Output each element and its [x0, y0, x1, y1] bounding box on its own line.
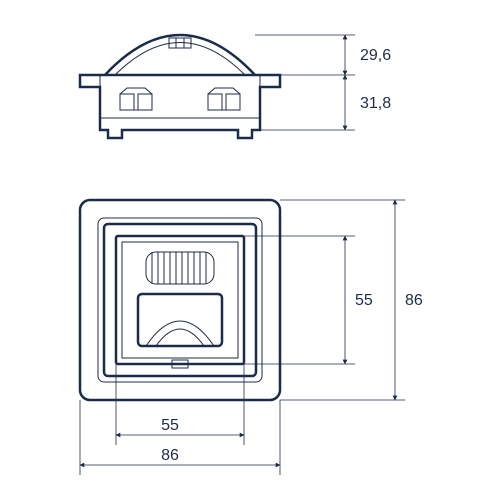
side-dim-leaders	[255, 35, 355, 130]
dim-top-lower: 31,8	[360, 95, 391, 112]
front-dim-bottom	[80, 364, 280, 475]
dim-front-inner-h: 55	[355, 292, 373, 309]
dim-top-upper: 29,6	[360, 47, 391, 64]
side-elevation	[80, 35, 280, 138]
dim-front-inner-w: 55	[161, 417, 179, 434]
front-dim-right	[244, 200, 405, 400]
dim-front-outer-h: 86	[405, 292, 423, 309]
technical-drawing: 29,6 31,8	[0, 0, 500, 500]
front-elevation	[80, 200, 280, 400]
dim-front-outer-w: 86	[161, 447, 179, 464]
